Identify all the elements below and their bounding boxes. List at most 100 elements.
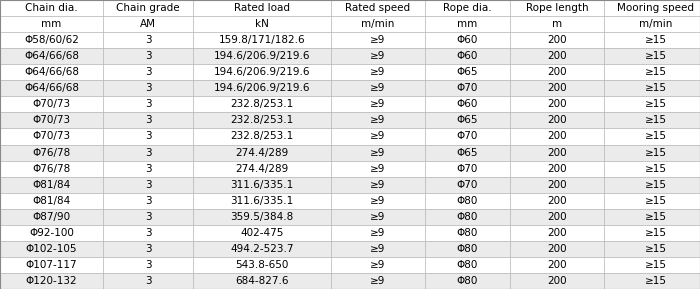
Text: 3: 3 [145, 115, 151, 125]
Bar [604, 80, 700, 96]
Bar [425, 144, 510, 161]
Bar [193, 64, 331, 80]
Text: 200: 200 [547, 147, 567, 158]
Text: 232.8/253.1: 232.8/253.1 [230, 115, 293, 125]
Text: Φ120-132: Φ120-132 [26, 276, 77, 286]
Text: Φ70/73: Φ70/73 [32, 115, 71, 125]
Bar [193, 128, 331, 144]
Text: Φ65: Φ65 [456, 147, 478, 158]
Bar [103, 0, 193, 16]
Text: 494.2-523.7: 494.2-523.7 [230, 244, 294, 254]
Bar [0, 16, 103, 32]
Bar [604, 0, 700, 16]
Text: Φ70: Φ70 [457, 83, 478, 93]
Bar [193, 96, 331, 112]
Text: ≥15: ≥15 [645, 147, 666, 158]
Bar [103, 112, 193, 128]
Bar [510, 112, 604, 128]
Text: Φ70: Φ70 [457, 131, 478, 142]
Bar [604, 177, 700, 193]
Bar [425, 257, 510, 273]
Text: Chain grade: Chain grade [116, 3, 180, 13]
Bar [331, 161, 425, 177]
Bar [425, 225, 510, 241]
Text: Φ80: Φ80 [457, 212, 478, 222]
Bar [0, 193, 103, 209]
Text: 200: 200 [547, 228, 567, 238]
Bar [193, 273, 331, 289]
Text: 200: 200 [547, 196, 567, 206]
Text: Φ60: Φ60 [457, 99, 478, 109]
Bar [510, 48, 604, 64]
Text: ≥9: ≥9 [370, 260, 386, 270]
Text: 3: 3 [145, 67, 151, 77]
Text: Φ80: Φ80 [457, 260, 478, 270]
Text: 200: 200 [547, 276, 567, 286]
Text: ≥15: ≥15 [645, 244, 666, 254]
Text: ≥9: ≥9 [370, 67, 386, 77]
Text: 3: 3 [145, 180, 151, 190]
Text: 200: 200 [547, 131, 567, 142]
Bar [604, 112, 700, 128]
Text: Chain dia.: Chain dia. [25, 3, 78, 13]
Text: 543.8-650: 543.8-650 [235, 260, 288, 270]
Text: ≥15: ≥15 [645, 260, 666, 270]
Text: 3: 3 [145, 147, 151, 158]
Text: 3: 3 [145, 83, 151, 93]
Text: 200: 200 [547, 244, 567, 254]
Text: 3: 3 [145, 99, 151, 109]
Bar [103, 80, 193, 96]
Bar [510, 225, 604, 241]
Bar [604, 209, 700, 225]
Text: Φ80: Φ80 [457, 244, 478, 254]
Text: kN: kN [255, 19, 269, 29]
Text: 3: 3 [145, 212, 151, 222]
Bar [193, 16, 331, 32]
Bar [425, 128, 510, 144]
Bar [425, 16, 510, 32]
Text: m/min: m/min [361, 19, 395, 29]
Bar [510, 0, 604, 16]
Bar [193, 161, 331, 177]
Bar [425, 48, 510, 64]
Bar [103, 128, 193, 144]
Bar [0, 32, 103, 48]
Text: Φ76/78: Φ76/78 [32, 147, 71, 158]
Text: Φ65: Φ65 [456, 115, 478, 125]
Text: 3: 3 [145, 131, 151, 142]
Bar [331, 241, 425, 257]
Bar [193, 209, 331, 225]
Bar [193, 193, 331, 209]
Bar [510, 209, 604, 225]
Text: 200: 200 [547, 212, 567, 222]
Bar [193, 48, 331, 64]
Bar [604, 128, 700, 144]
Text: ≥15: ≥15 [645, 131, 666, 142]
Text: 200: 200 [547, 164, 567, 174]
Bar [103, 96, 193, 112]
Bar [0, 273, 103, 289]
Bar [193, 225, 331, 241]
Bar [103, 209, 193, 225]
Text: AM: AM [140, 19, 156, 29]
Bar [103, 241, 193, 257]
Text: ≥9: ≥9 [370, 115, 386, 125]
Bar [425, 0, 510, 16]
Text: ≥15: ≥15 [645, 99, 666, 109]
Text: ≥9: ≥9 [370, 276, 386, 286]
Text: 684-827.6: 684-827.6 [235, 276, 288, 286]
Text: 200: 200 [547, 83, 567, 93]
Bar [0, 144, 103, 161]
Bar [604, 161, 700, 177]
Text: ≥9: ≥9 [370, 196, 386, 206]
Text: Φ64/66/68: Φ64/66/68 [24, 51, 79, 61]
Text: ≥15: ≥15 [645, 164, 666, 174]
Bar [510, 257, 604, 273]
Text: ≥15: ≥15 [645, 83, 666, 93]
Text: 200: 200 [547, 260, 567, 270]
Text: Φ58/60/62: Φ58/60/62 [24, 35, 79, 45]
Text: Φ60: Φ60 [457, 51, 478, 61]
Text: 311.6/335.1: 311.6/335.1 [230, 180, 293, 190]
Bar [331, 112, 425, 128]
Bar [103, 177, 193, 193]
